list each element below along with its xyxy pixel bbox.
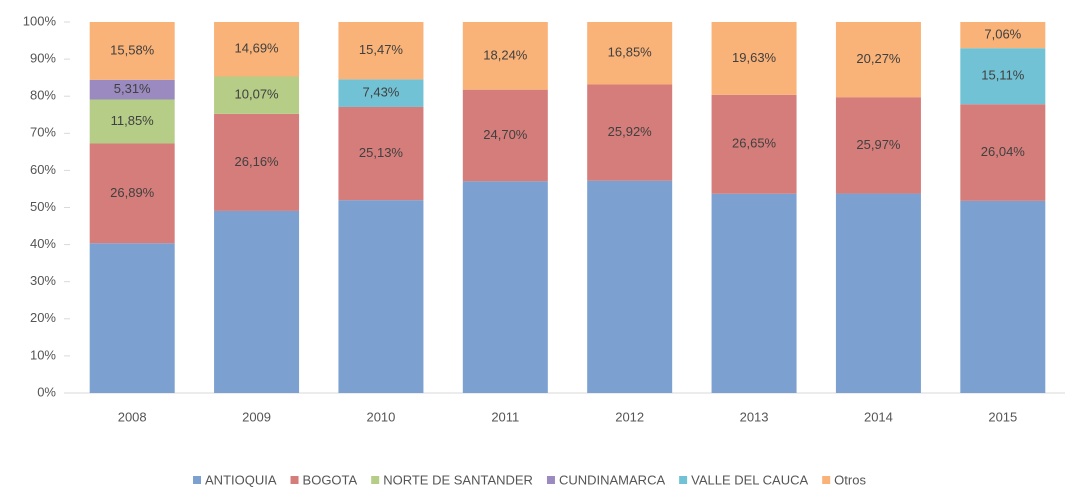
x-tick-label: 2014 (864, 409, 893, 424)
bar-segment (711, 22, 797, 95)
bar-segment (89, 79, 175, 100)
y-tick-label: 50% (30, 199, 56, 214)
x-tick-label: 2012 (615, 409, 644, 424)
bar-segment (338, 22, 424, 80)
y-tick-label: 100% (23, 13, 57, 28)
bar-segment (214, 113, 300, 211)
legend-label: VALLE DEL CAUCA (691, 472, 808, 487)
y-tick-label: 40% (30, 236, 56, 251)
legend-swatch (822, 476, 831, 484)
legend-swatch (371, 476, 380, 484)
legend-label: CUNDINAMARCA (559, 472, 666, 487)
bar-segment (835, 97, 921, 194)
data-label: 14,69% (235, 41, 280, 56)
data-label: 25,92% (608, 124, 653, 139)
data-label: 15,47% (359, 42, 404, 57)
bar-segment (960, 104, 1046, 201)
data-label: 26,65% (732, 136, 777, 151)
legend-label: BOGOTA (303, 472, 358, 487)
data-label: 26,89% (110, 185, 155, 200)
y-tick-label: 30% (30, 273, 56, 288)
bar-segment (462, 181, 548, 393)
legend-swatch (193, 476, 202, 484)
y-tick-label: 20% (30, 310, 56, 325)
legend-swatch (290, 476, 299, 484)
bar-segment (338, 106, 424, 201)
bar-segment (711, 94, 797, 194)
legend-label: ANTIOQUIA (205, 472, 277, 487)
bar-segment (587, 180, 673, 393)
bar-segment (587, 22, 673, 85)
legend-label: NORTE DE SANTANDER (383, 472, 533, 487)
bar-segment (587, 84, 673, 181)
x-tick-label: 2015 (988, 409, 1017, 424)
bar-segment (89, 22, 175, 80)
bar-segment (462, 89, 548, 182)
bar-segment (214, 22, 300, 77)
bar-segment (960, 200, 1046, 393)
data-label: 26,16% (235, 154, 280, 169)
data-label: 18,24% (483, 47, 528, 62)
x-tick-label: 2013 (740, 409, 769, 424)
bar-segment (89, 143, 175, 244)
y-tick-label: 0% (37, 384, 56, 399)
data-label: 26,04% (981, 144, 1026, 159)
bar-segment (711, 193, 797, 393)
bar-segment (214, 210, 300, 393)
bar-segment (960, 22, 1046, 49)
bar-segment (89, 99, 175, 144)
x-tick-label: 2009 (242, 409, 271, 424)
y-tick-label: 10% (30, 347, 56, 362)
data-label: 20,27% (856, 51, 901, 66)
data-label: 15,11% (981, 68, 1025, 83)
legend-label: Otros (834, 472, 866, 487)
legend-swatch (546, 476, 555, 484)
x-tick-label: 2010 (366, 409, 395, 424)
data-label: 5,31% (114, 81, 151, 96)
bar-segment (960, 48, 1046, 105)
bar-segment (89, 243, 175, 393)
data-label: 16,85% (608, 45, 653, 60)
legend-swatch (679, 476, 688, 484)
bar-segment (835, 22, 921, 98)
y-tick-label: 80% (30, 88, 56, 103)
data-label: 19,63% (732, 50, 777, 65)
bar-segment (214, 76, 300, 114)
data-label: 10,07% (235, 87, 280, 102)
y-tick-label: 90% (30, 51, 56, 66)
data-label: 24,70% (483, 127, 528, 142)
data-label: 25,13% (359, 145, 404, 160)
data-label: 11,85% (111, 113, 155, 128)
bar-segment (462, 22, 548, 90)
data-label: 25,97% (856, 137, 901, 152)
bar-segment (338, 200, 424, 393)
bar-segment (338, 79, 424, 107)
data-label: 7,06% (984, 27, 1021, 42)
y-tick-label: 60% (30, 162, 56, 177)
x-tick-label: 2011 (491, 409, 519, 424)
bar-segment (835, 193, 921, 393)
x-tick-label: 2008 (118, 409, 147, 424)
data-label: 15,58% (110, 42, 155, 57)
y-tick-label: 70% (30, 125, 56, 140)
data-label: 7,43% (363, 85, 400, 100)
